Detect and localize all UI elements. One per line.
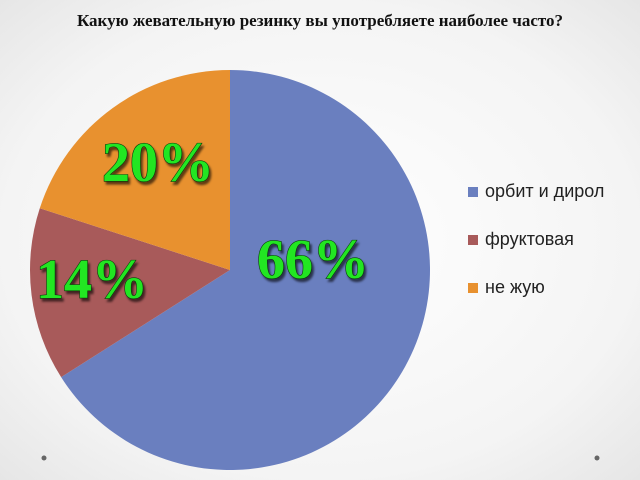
slide-dot xyxy=(594,455,600,461)
slide-dot xyxy=(41,455,47,461)
legend-label: не жую xyxy=(485,277,545,297)
chart-title: Какую жевательную резинку вы употребляет… xyxy=(76,11,564,30)
pie-slice xyxy=(39,70,230,270)
pie-slice xyxy=(29,208,230,378)
value-label: 20% xyxy=(102,132,214,194)
legend-swatch xyxy=(468,235,478,245)
legend-swatch xyxy=(468,187,478,197)
value-label: 66% xyxy=(257,229,369,291)
legend-label: орбит и дирол xyxy=(485,181,604,201)
legend-label: фруктовая xyxy=(485,229,574,249)
pie-slice xyxy=(61,70,431,471)
value-label: 14% xyxy=(36,249,148,311)
legend-swatch xyxy=(468,283,478,293)
